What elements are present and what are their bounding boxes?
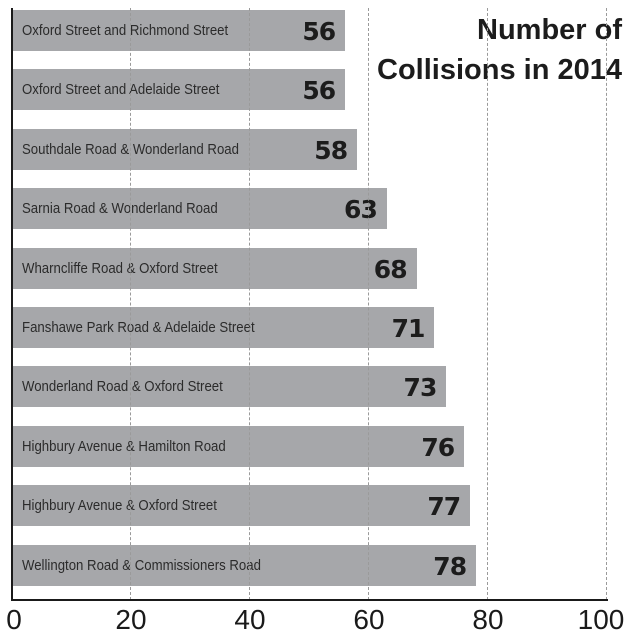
x-tick-label: 80 — [472, 604, 504, 635]
bar-category-label: Oxford Street and Adelaide Street — [22, 81, 220, 99]
bar: Fanshawe Park Road & Adelaide Street 71 — [12, 307, 435, 348]
bar: Wellington Road & Commissioners Road 78 — [12, 544, 477, 586]
bar: Wonderland Road & Oxford Street 73 — [12, 366, 447, 408]
bar-value-label: 63 — [344, 195, 378, 225]
bar-category-label: Oxford Street and Richmond Street — [22, 22, 229, 39]
bar: Oxford Street and Richmond Street 56 — [12, 10, 346, 51]
bar: Oxford Street and Adelaide Street 56 — [12, 69, 346, 111]
x-tick-label: 40 — [234, 604, 266, 635]
bar: Wharncliffe Road & Oxford Street 68 — [12, 247, 417, 289]
bar-category-label: Fanshawe Park Road & Adelaide Street — [22, 319, 255, 336]
bar-value-label: 58 — [314, 135, 348, 165]
x-tick-label: 0 — [6, 604, 22, 635]
gridline — [487, 8, 488, 600]
x-tick-label: 100 — [577, 604, 625, 635]
chart-title: Number of Collisions in 2014 — [377, 10, 622, 90]
bar-category-label: Highbury Avenue & Oxford Street — [22, 497, 217, 515]
bar: Sarnia Road & Wonderland Road 63 — [12, 188, 387, 230]
bar-category-label: Wonderland Road & Oxford Street — [22, 378, 223, 396]
bar-value-label: 56 — [302, 76, 336, 106]
x-tick-label: 60 — [353, 604, 385, 635]
bar: Southdale Road & Wonderland Road 58 — [12, 128, 358, 170]
gridline — [130, 8, 131, 600]
bar-value-label: 78 — [433, 551, 467, 581]
bar-value-label: 77 — [427, 492, 461, 522]
bar-value-label: 56 — [302, 17, 336, 46]
bar: Highbury Avenue & Hamilton Road 76 — [12, 425, 465, 467]
bar-category-label: Wellington Road & Commissioners Road — [22, 556, 261, 574]
x-tick-label: 20 — [115, 604, 147, 635]
gridline — [249, 8, 250, 600]
bar-value-label: 71 — [391, 314, 426, 343]
gridline — [368, 8, 369, 600]
chart-title-line-1: Number of — [477, 14, 622, 46]
gridline — [606, 8, 607, 600]
x-axis-line — [11, 599, 608, 601]
y-axis-line — [11, 8, 13, 601]
bar-value-label: 73 — [403, 373, 438, 403]
bar: Highbury Avenue & Oxford Street 77 — [12, 485, 471, 527]
bar-value-label: 68 — [373, 254, 408, 284]
bar-value-label: 76 — [421, 432, 455, 462]
bar-category-label: Wharncliffe Road & Oxford Street — [22, 259, 218, 277]
chart-title-line-2: Collisions in 2014 — [377, 54, 622, 86]
bar-category-label: Sarnia Road & Wonderland Road — [22, 200, 218, 218]
bar-category-label: Highbury Avenue & Hamilton Road — [22, 437, 226, 455]
